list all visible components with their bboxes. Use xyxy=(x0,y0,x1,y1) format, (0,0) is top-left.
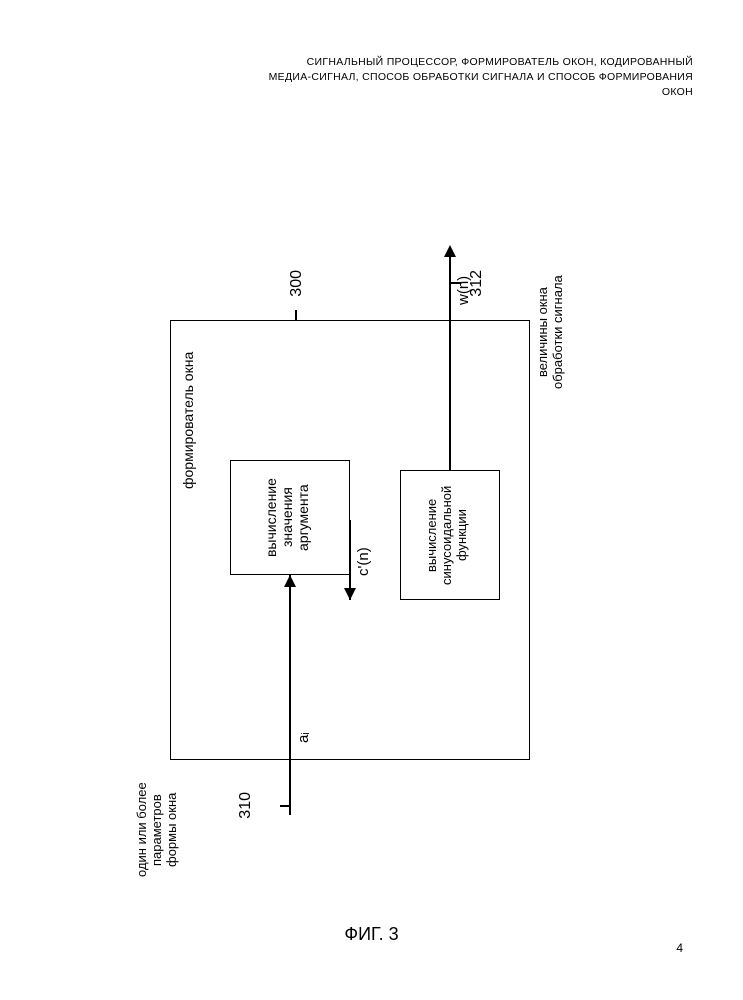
in-l3: формы окна xyxy=(164,793,179,867)
ref-300: 300 xyxy=(288,270,306,297)
ref-310-tick xyxy=(280,805,290,807)
input-label: один или более параметров формы окна xyxy=(135,765,180,895)
argument-calc-text: вычисление значения аргумента xyxy=(263,465,311,570)
output-label: величины окна обработки сигнала xyxy=(536,255,566,410)
figure-label: ФИГ. 3 xyxy=(0,924,743,945)
out-l1: величины окна xyxy=(535,288,550,378)
document-header: СИГНАЛЬНЫЙ ПРОЦЕССОР, ФОРМИРОВАТЕЛЬ ОКОН… xyxy=(50,55,693,101)
header-line2: МЕДИА-СИГНАЛ, СПОСОБ ОБРАБОТКИ СИГНАЛА И… xyxy=(50,70,693,85)
ref-312: 312 xyxy=(468,270,486,297)
b1-l1: вычисление xyxy=(263,478,279,557)
ref-300-tick xyxy=(295,310,297,320)
output-arrow-line xyxy=(449,255,451,470)
b1-l2: значения xyxy=(279,488,295,548)
in-l1: один или более xyxy=(134,783,149,878)
page-number: 4 xyxy=(676,941,683,955)
out-l2: обработки сигнала xyxy=(550,276,565,390)
input-param: aᵢ xyxy=(295,725,312,750)
ref-312-tick xyxy=(451,282,461,284)
mid-arrow-head xyxy=(344,588,356,600)
ref-310: 310 xyxy=(237,792,255,819)
header-line1: СИГНАЛЬНЫЙ ПРОЦЕССОР, ФОРМИРОВАТЕЛЬ ОКОН… xyxy=(50,55,693,70)
in-l2: параметров xyxy=(149,794,164,866)
mid-label: c'(n) xyxy=(355,542,372,582)
b2-l3: функции xyxy=(454,509,469,561)
b2-l2: синусоидальной xyxy=(439,485,454,584)
window-former-label: формирователь окна xyxy=(180,330,196,510)
input-arrow-head xyxy=(284,575,296,587)
b1-l3: аргумента xyxy=(295,484,311,551)
header-line3: ОКОН xyxy=(50,85,693,100)
diagram: формирователь окна 300 вычисление значен… xyxy=(0,170,743,890)
input-arrow-line xyxy=(289,575,291,815)
sinusoidal-calc-text: вычисление синусоидальной функции xyxy=(425,475,470,595)
output-arrow-head xyxy=(444,245,456,257)
b2-l1: вычисление xyxy=(424,498,439,571)
